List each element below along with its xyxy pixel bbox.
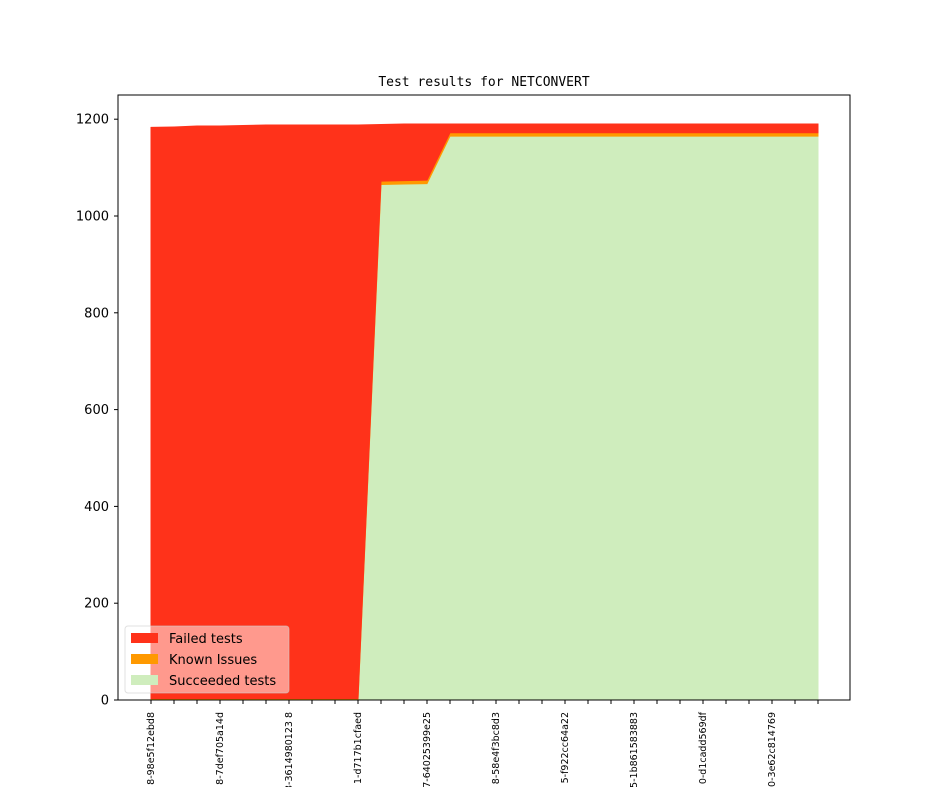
legend-label-known-issues: Known Issues xyxy=(169,653,257,668)
y-tick-label: 800 xyxy=(84,306,109,321)
legend-swatch-failed-tests xyxy=(131,633,158,643)
x-axis: 8-98e5f12ebd8 8-7def705a14d 3-3614980123 8… xyxy=(146,700,819,787)
x-tick-label: 8-98e5f12ebd8 xyxy=(146,712,157,785)
x-tick-label: 1-d717b1cfaed xyxy=(353,712,364,784)
x-tick-label: 3-3614980123 8 xyxy=(284,712,295,787)
x-tick-label: 0-3e62c814769 xyxy=(767,712,778,787)
legend-swatch-known-issues xyxy=(131,654,158,664)
y-axis: 0 200 400 600 800 1000 1200 xyxy=(76,113,118,709)
x-tick-label: 5-f922cc64a22 xyxy=(560,712,571,783)
x-tick-label: 8-7def705a14d xyxy=(215,712,226,785)
x-tick-label: 0-d1cadd569df xyxy=(698,711,709,784)
x-tick-label: 5-1b861583883 xyxy=(629,712,640,787)
y-tick-label: 400 xyxy=(84,500,109,515)
plot-frame xyxy=(117,94,851,701)
y-tick-label: 1000 xyxy=(76,210,109,225)
area-failed-tests xyxy=(150,123,819,700)
y-tick-label: 600 xyxy=(84,403,109,418)
legend-box xyxy=(124,625,290,694)
legend: Failed tests Known Issues Succeeded tests xyxy=(124,625,290,694)
legend-label-failed-tests: Failed tests xyxy=(169,632,243,647)
x-tick-label: 7-64025399e25 xyxy=(422,712,433,787)
y-tick-label: 0 xyxy=(101,694,109,709)
x-tick-label: 8-58e4f3bc8d3 xyxy=(491,712,502,784)
y-tick-label: 200 xyxy=(84,597,109,612)
legend-swatch-succeeded-tests xyxy=(131,675,158,685)
legend-label-succeeded-tests: Succeeded tests xyxy=(169,674,276,689)
area-layers xyxy=(150,123,819,701)
y-tick-label: 1200 xyxy=(76,113,109,128)
chart-title: Test results for NETCONVERT xyxy=(378,75,589,90)
